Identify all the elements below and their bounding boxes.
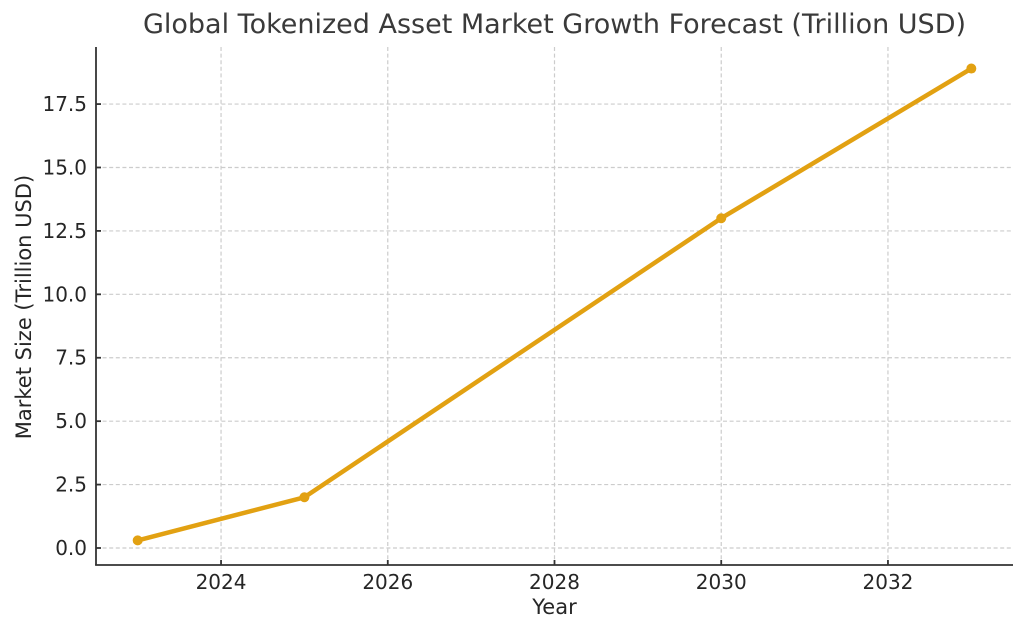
x-axis-label: Year: [532, 595, 577, 619]
y-tick-label: 10.0: [42, 282, 87, 306]
y-tick-label: 7.5: [55, 346, 87, 370]
y-tick-label: 5.0: [55, 409, 87, 433]
x-tick-label: 2028: [529, 570, 580, 594]
x-tick-label: 2024: [196, 570, 247, 594]
data-point-marker: [299, 492, 310, 503]
data-point-marker: [716, 213, 727, 224]
y-tick-label: 17.5: [42, 92, 87, 116]
x-tick-label: 2030: [696, 570, 747, 594]
y-tick-label: 2.5: [55, 473, 87, 497]
y-tick-label: 15.0: [42, 155, 87, 179]
data-line: [135, 66, 974, 543]
x-tick-label: 2026: [362, 570, 413, 594]
y-tick-label: 0.0: [55, 536, 87, 560]
x-tick-label: 2032: [863, 570, 914, 594]
data-point-marker: [132, 535, 143, 546]
data-point-marker: [966, 63, 977, 74]
chart-title: Global Tokenized Asset Market Growth For…: [142, 9, 967, 40]
y-tick-label: 12.5: [42, 219, 87, 243]
